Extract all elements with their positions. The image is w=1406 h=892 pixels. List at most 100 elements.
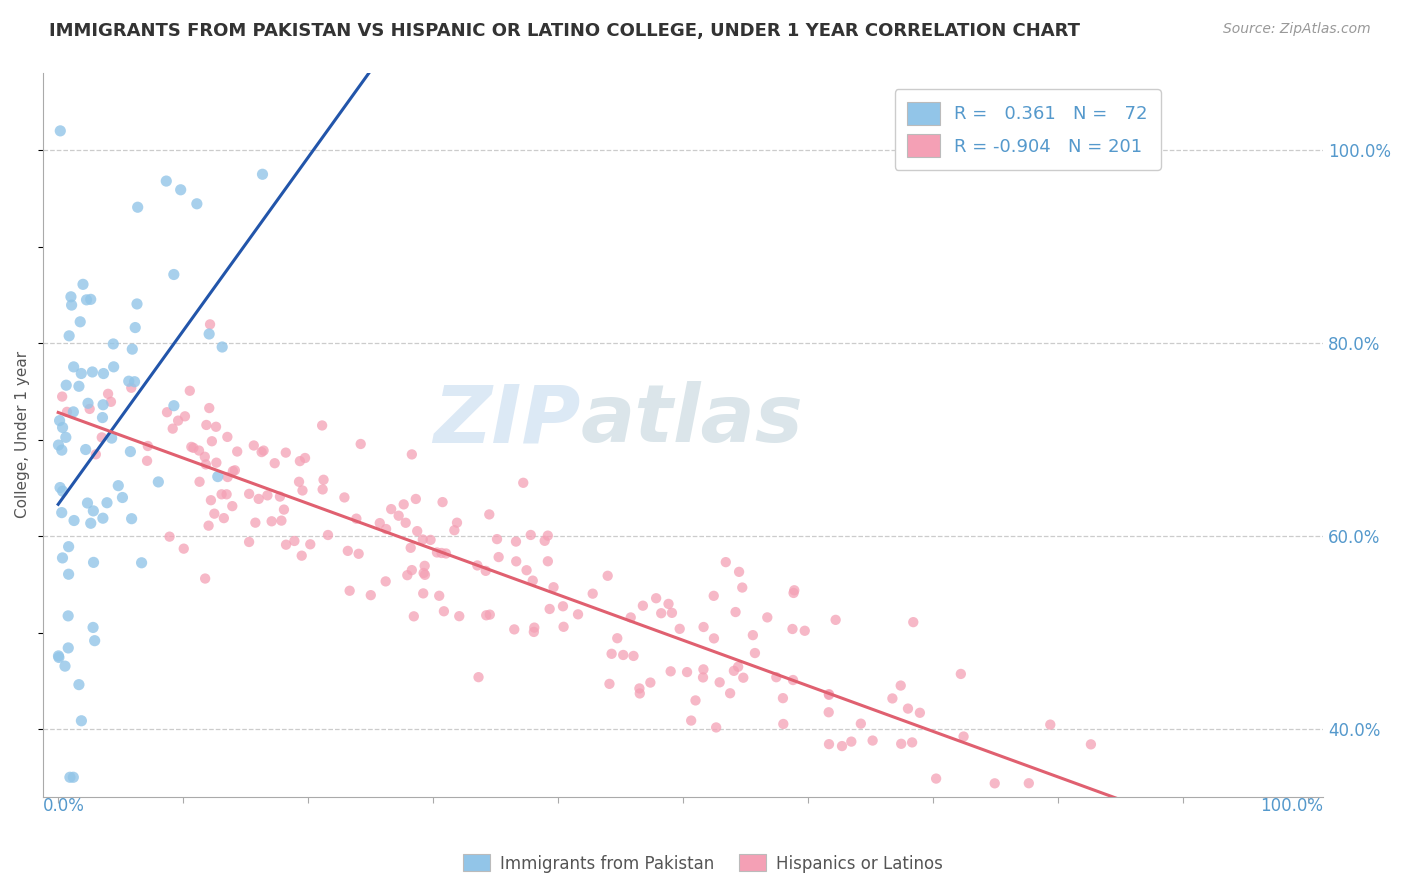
Point (347, 547, 370, 561)
Point (523, 621, 546, 635)
Point (952, 730, 974, 744)
Point (741, 628, 763, 642)
Point (156, 405, 179, 419)
Point (159, 530, 181, 544)
Point (76, 496, 98, 510)
Point (120, 444, 142, 458)
Point (388, 508, 411, 523)
Point (818, 687, 841, 701)
Point (195, 417, 218, 432)
Point (567, 607, 589, 622)
Point (155, 174, 177, 188)
Point (247, 491, 270, 506)
Point (446, 516, 468, 530)
Point (537, 528, 560, 542)
Point (215, 487, 238, 501)
Point (51, 390, 73, 404)
Point (212, 511, 235, 525)
Point (538, 602, 561, 616)
Point (623, 648, 645, 663)
Point (368, 516, 391, 530)
Point (765, 670, 787, 684)
Point (703, 632, 725, 646)
Point (238, 535, 260, 549)
Point (252, 443, 274, 458)
Point (628, 686, 651, 700)
Point (668, 622, 690, 636)
Point (862, 733, 884, 747)
Point (211, 340, 233, 354)
Point (124, 320, 146, 334)
Point (55, 378, 77, 392)
Point (908, 706, 931, 720)
Point (263, 456, 285, 470)
Point (63, 514, 86, 528)
Point (82, 620, 104, 634)
Point (163, 268, 186, 282)
Point (392, 497, 415, 511)
Point (901, 735, 924, 749)
Point (52, 484, 75, 499)
Point (75, 442, 97, 457)
Point (311, 418, 333, 433)
Point (100, 431, 122, 445)
Point (692, 662, 714, 676)
Point (704, 721, 727, 735)
Point (49, 124, 72, 138)
Point (188, 443, 211, 458)
Point (1039, 717, 1062, 731)
Point (399, 541, 422, 555)
Point (339, 583, 361, 598)
Point (170, 183, 193, 197)
Point (291, 549, 314, 563)
Point (222, 464, 245, 478)
Point (162, 422, 184, 436)
Point (107, 478, 129, 492)
Point (405, 491, 427, 506)
Point (728, 565, 751, 579)
Point (467, 558, 489, 573)
Point (772, 691, 794, 706)
Legend: R =   0.361   N =   72, R = -0.904   N = 201: R = 0.361 N = 72, R = -0.904 N = 201 (894, 89, 1160, 170)
Point (681, 714, 703, 728)
Point (136, 439, 159, 453)
Point (395, 516, 418, 530)
Point (48, 650, 70, 665)
Point (582, 587, 605, 601)
Point (90, 430, 112, 444)
Point (59, 770, 82, 784)
Point (221, 499, 243, 513)
Point (52, 420, 75, 434)
Point (62, 405, 84, 419)
Point (426, 545, 449, 559)
Point (793, 624, 815, 638)
Point (58, 567, 80, 582)
Point (620, 610, 643, 624)
Point (600, 647, 623, 661)
Point (49, 481, 72, 495)
Point (205, 419, 228, 434)
Text: IMMIGRANTS FROM PAKISTAN VS HISPANIC OR LATINO COLLEGE, UNDER 1 YEAR CORRELATION: IMMIGRANTS FROM PAKISTAN VS HISPANIC OR … (49, 22, 1080, 40)
Point (127, 200, 149, 214)
Point (598, 677, 620, 691)
Point (103, 359, 125, 374)
Point (120, 381, 142, 395)
Point (72, 277, 94, 292)
Point (553, 620, 575, 634)
Point (949, 667, 972, 681)
Point (312, 473, 335, 487)
Point (432, 495, 454, 509)
Point (756, 610, 779, 624)
Point (744, 646, 766, 660)
Point (519, 528, 541, 542)
Point (269, 490, 291, 504)
Point (83, 555, 105, 569)
Point (67, 678, 90, 692)
Point (772, 717, 794, 731)
Point (628, 681, 651, 696)
Point (121, 342, 143, 356)
Point (360, 588, 382, 602)
Point (533, 533, 555, 548)
Point (890, 737, 912, 751)
Point (91, 398, 114, 412)
